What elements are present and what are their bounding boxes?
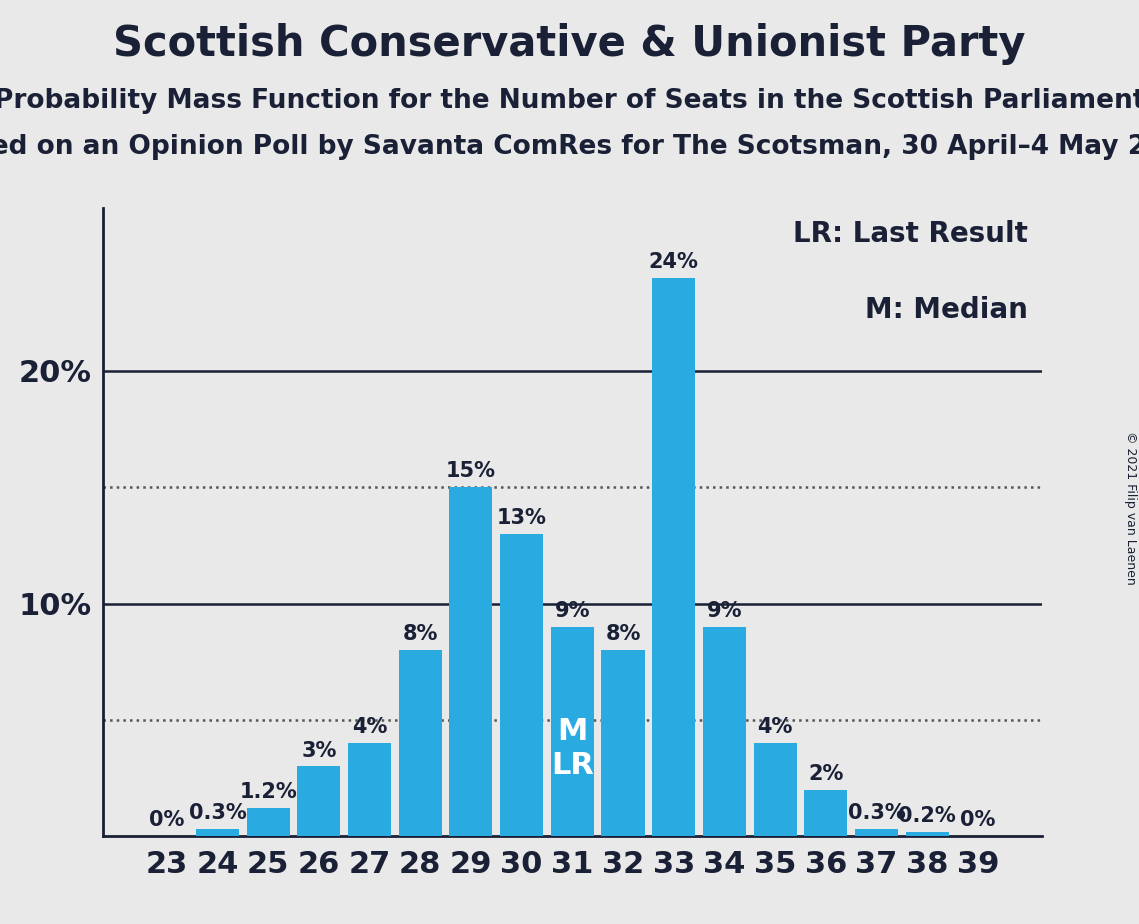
Bar <box>399 650 442 836</box>
Bar <box>703 626 746 836</box>
Text: 3%: 3% <box>301 741 336 760</box>
Bar <box>500 534 543 836</box>
Text: 9%: 9% <box>706 601 743 621</box>
Text: 0%: 0% <box>960 810 995 831</box>
Bar <box>551 626 593 836</box>
Bar <box>247 808 289 836</box>
Text: 0.2%: 0.2% <box>899 806 956 826</box>
Bar <box>601 650 645 836</box>
Text: 4%: 4% <box>352 717 387 737</box>
Text: 15%: 15% <box>446 461 495 481</box>
Text: 9%: 9% <box>555 601 590 621</box>
Bar <box>804 790 847 836</box>
Text: 4%: 4% <box>757 717 793 737</box>
Bar <box>855 829 898 836</box>
Bar <box>450 487 492 836</box>
Text: 0.3%: 0.3% <box>847 804 906 823</box>
Text: Probability Mass Function for the Number of Seats in the Scottish Parliament: Probability Mass Function for the Number… <box>0 88 1139 114</box>
Text: 8%: 8% <box>402 625 437 644</box>
Bar <box>349 743 391 836</box>
Text: LR: Last Result: LR: Last Result <box>793 221 1029 249</box>
Text: 0%: 0% <box>149 810 185 831</box>
Text: 8%: 8% <box>605 625 641 644</box>
Text: 0.3%: 0.3% <box>189 804 246 823</box>
Text: Scottish Conservative & Unionist Party: Scottish Conservative & Unionist Party <box>113 23 1026 65</box>
Text: Based on an Opinion Poll by Savanta ComRes for The Scotsman, 30 April–4 May 2021: Based on an Opinion Poll by Savanta ComR… <box>0 134 1139 160</box>
Text: M
LR: M LR <box>551 717 593 780</box>
Bar <box>906 832 949 836</box>
Bar <box>297 766 341 836</box>
Bar <box>653 278 695 836</box>
Text: 24%: 24% <box>649 252 698 272</box>
Text: © 2021 Filip van Laenen: © 2021 Filip van Laenen <box>1124 432 1137 585</box>
Bar <box>196 829 239 836</box>
Text: 2%: 2% <box>809 764 844 784</box>
Text: 13%: 13% <box>497 508 547 528</box>
Text: 1.2%: 1.2% <box>239 783 297 802</box>
Text: M: Median: M: Median <box>866 296 1029 324</box>
Bar <box>754 743 796 836</box>
